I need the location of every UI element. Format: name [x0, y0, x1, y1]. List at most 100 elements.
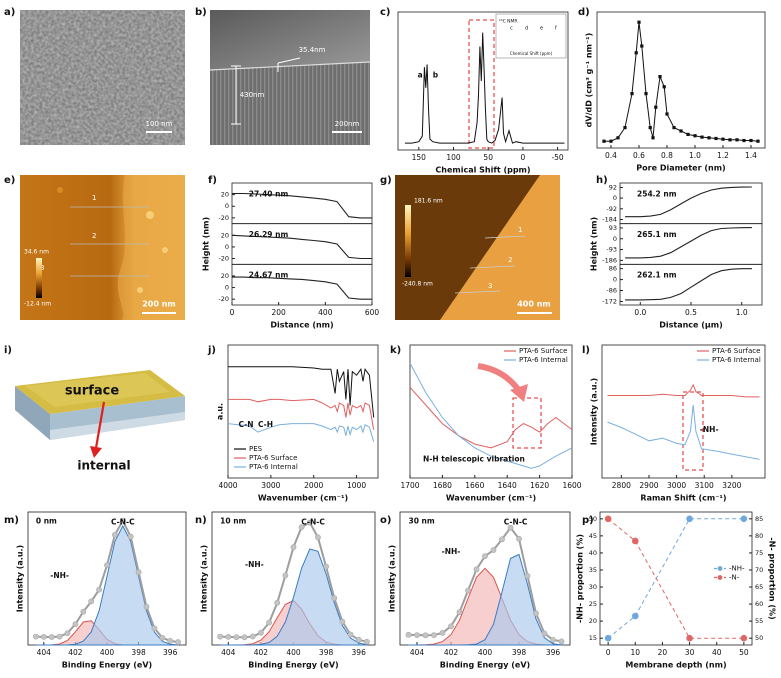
- marker: [456, 609, 463, 615]
- x-tick-label: 10: [631, 648, 641, 657]
- marker: [740, 634, 748, 642]
- panel-label: l): [582, 345, 590, 356]
- y-tick-label: 20: [221, 191, 229, 199]
- x-tick-label: 0.8: [661, 151, 673, 160]
- sem-image-b: 35.4nm 430nm 200nm: [209, 10, 371, 145]
- panel-label: g): [380, 175, 392, 186]
- x-tick-label: 3000: [261, 481, 280, 490]
- y-tick-label: -186: [602, 256, 617, 264]
- marker: [604, 515, 612, 523]
- arrow-head: [510, 384, 528, 402]
- y2-tick-label: 85: [755, 515, 763, 523]
- y-tick-label: 25: [589, 600, 597, 608]
- legend-label: PES: [249, 445, 263, 453]
- peak-area: [35, 524, 179, 646]
- membrane-illustration: surface internal: [15, 370, 185, 473]
- x-tick-label: 1660: [465, 481, 484, 490]
- panel-label: e): [4, 175, 15, 186]
- y-tick-label: 35: [589, 566, 597, 574]
- x-tick-label: 396: [163, 648, 178, 657]
- x-tick-label: 0: [230, 308, 235, 317]
- legend-marker: [717, 566, 723, 571]
- colorbar-max: 34.6 nm: [24, 249, 49, 256]
- marker: [339, 618, 346, 625]
- annotation: C-N: [239, 420, 254, 429]
- plot-frame: [619, 263, 763, 306]
- plot-frame: [601, 344, 766, 479]
- x-tick-label: 400: [100, 648, 115, 657]
- x-tick-label: 600: [365, 308, 380, 317]
- colorbar-min: -12.4 nm: [24, 301, 51, 308]
- x-tick-label: 1600: [562, 481, 581, 490]
- x-tick-label: 404: [221, 648, 236, 657]
- plot-frame: [409, 344, 573, 479]
- x-tick-label: 0: [606, 648, 611, 657]
- profile-annotation: 26.29 nm: [249, 230, 289, 239]
- peak-area: [408, 553, 562, 646]
- panel-label: f): [208, 175, 217, 186]
- inset-title: ¹³C NMR: [499, 19, 518, 25]
- x-tick-label: 0.4: [605, 151, 617, 160]
- x-tick-label: 30: [685, 648, 695, 657]
- marker: [714, 136, 718, 141]
- marker: [363, 638, 370, 645]
- y-tick-label: 15: [589, 634, 597, 642]
- y2-axis-title: -N- proportion (%): [768, 537, 777, 619]
- x-tick-label: 398: [131, 648, 146, 657]
- marker: [490, 547, 497, 553]
- marker: [634, 51, 638, 55]
- annotation: C-N-C: [301, 518, 325, 527]
- marker: [331, 595, 338, 601]
- x-axis-title: Binding Energy (eV): [248, 661, 338, 670]
- profile-annotation: 254.2 nm: [637, 189, 677, 198]
- x-tick-label: 50: [483, 153, 493, 162]
- x-tick-label: 1.2: [717, 151, 729, 160]
- x-tick-label: 396: [352, 648, 367, 657]
- y-tick-label: 0: [225, 243, 229, 251]
- marker: [473, 566, 480, 573]
- inset-peak-label: e: [540, 26, 543, 32]
- marker: [257, 629, 264, 636]
- x-tick-label: 402: [254, 648, 269, 657]
- x-tick-label: 1000: [347, 481, 366, 490]
- marker: [665, 112, 669, 116]
- legend-label: -NH-: [729, 565, 745, 573]
- marker: [672, 126, 676, 130]
- y-tick-label: -184: [602, 215, 617, 223]
- series-line: [409, 362, 573, 469]
- scale-bar-label: 200 nm: [142, 300, 176, 309]
- inset-peak-label: f: [555, 26, 557, 32]
- y-tick-label: -92: [606, 205, 617, 213]
- plot-frame: [231, 263, 373, 306]
- marker: [274, 599, 281, 606]
- marker: [431, 632, 437, 639]
- marker: [127, 533, 134, 540]
- x-tick-label: 2800: [612, 481, 631, 490]
- annotation: 30 nm: [409, 516, 435, 525]
- marker: [721, 137, 725, 141]
- x-tick-label: 20: [658, 648, 668, 657]
- marker: [241, 634, 248, 641]
- highlight-box: [512, 397, 542, 449]
- profile-line: [625, 268, 752, 301]
- marker: [33, 633, 39, 640]
- line-label: 3: [40, 264, 44, 272]
- y-axis-title: Intensity (a.u.): [388, 545, 397, 612]
- plot-frame: [397, 11, 569, 151]
- x-tick-label: 398: [319, 648, 334, 657]
- profile-line: [231, 234, 372, 260]
- y2-tick-label: 60: [755, 600, 763, 608]
- marker: [266, 619, 272, 626]
- y-tick-label: 0: [225, 202, 229, 210]
- inset-x-title: Chemical Shift (ppm): [510, 51, 553, 56]
- x-tick-label: 402: [444, 648, 459, 657]
- illustration-label: internal: [77, 459, 130, 473]
- marker: [414, 632, 420, 639]
- series-line: [604, 22, 759, 142]
- y-axis-title: dV/dD (cm³ g⁻¹ nm⁻¹): [585, 33, 594, 128]
- marker: [104, 562, 110, 569]
- x-axis-title: Distance (nm): [270, 321, 333, 330]
- marker: [740, 515, 748, 523]
- marker: [282, 572, 289, 579]
